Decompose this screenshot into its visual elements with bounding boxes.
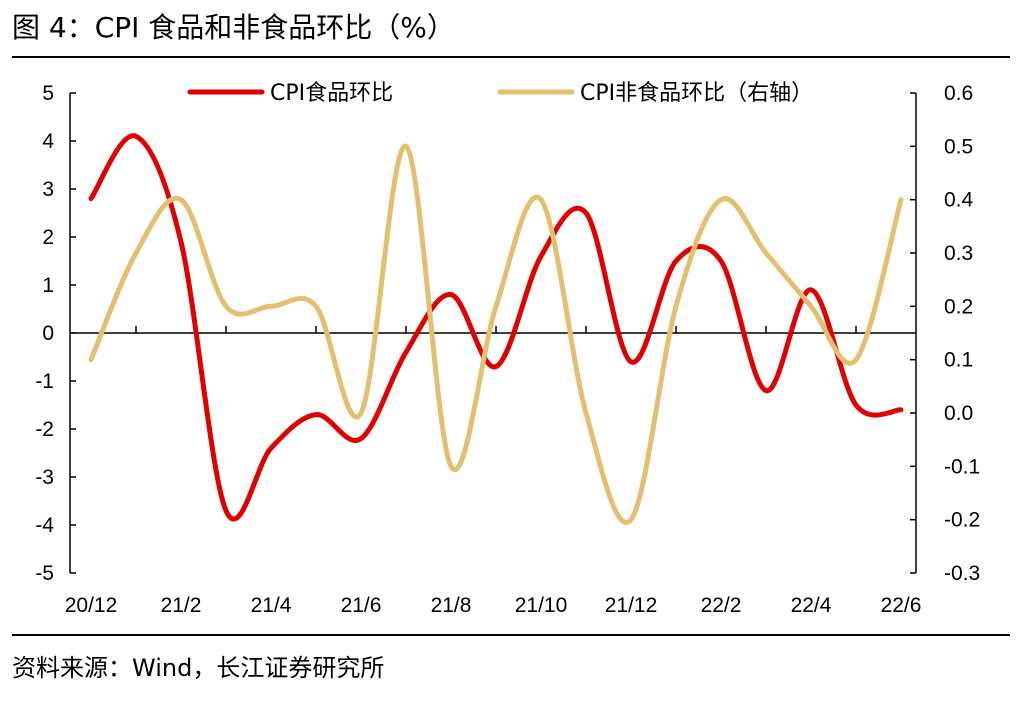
legend-item-food: CPI食品环比 (187, 81, 393, 106)
left-axis-tick-label: 5 (42, 82, 54, 105)
zero-line-group (70, 326, 916, 334)
x-axis-tick-label: 22/2 (701, 594, 742, 617)
left-axis-tick-label: -4 (35, 514, 54, 537)
x-axis-tick-label: 21/2 (161, 594, 202, 617)
left-axis-tick-label: 2 (42, 226, 54, 249)
right-axis-tick-label: 0.1 (944, 349, 973, 372)
x-axis-tick-label: 21/6 (341, 594, 382, 617)
chart-title: 图 4：CPI 食品和非食品环比（%） (12, 11, 455, 44)
x-axis-tick-label: 22/4 (791, 594, 832, 617)
right-axis-tick-label: 0.3 (944, 242, 973, 265)
left-axis-tick-label: -3 (35, 466, 54, 489)
left-axis-tick-label: 1 (42, 274, 54, 297)
left-axis-tick-label: 4 (42, 130, 54, 153)
left-axis-tick-label: 0 (42, 322, 54, 345)
right-axis-tick-label: -0.3 (944, 562, 980, 585)
right-axis-tick-label: -0.2 (944, 509, 980, 532)
top-rule (12, 56, 1010, 58)
x-axis-tick-label: 21/4 (251, 594, 292, 617)
source-note: 资料来源：Wind，长江证券研究所 (12, 654, 385, 682)
x-axis-tick-label: 22/6 (881, 594, 922, 617)
left-axis-tick-label: -2 (35, 418, 54, 441)
axes: 5 4 3 2 1 0 -1 -2 -3 -4 -5 0.6 0.5 0.4 0.3 0.2 0.1 0.0 -0.… (35, 82, 980, 617)
right-axis-tick-label: 0.4 (944, 189, 974, 212)
right-axis-tick-label: 0.6 (944, 82, 973, 105)
x-axis-tick-label: 20/12 (65, 594, 118, 617)
series-line-nonfood (88, 143, 904, 525)
right-axis-tick-label: -0.1 (944, 455, 980, 478)
legend-label: CPI食品环比 (270, 81, 393, 106)
left-axis-tick-label: 3 (42, 178, 54, 201)
legend-item-nonfood: CPI非食品环比（右轴） (497, 81, 813, 106)
legend: CPI食品环比 CPI非食品环比（右轴） (187, 81, 813, 106)
x-axis-tick-label: 21/10 (515, 594, 568, 617)
right-axis-tick-label: 0.2 (944, 295, 973, 318)
left-axis-tick-label: -5 (35, 562, 54, 585)
bottom-rule (12, 634, 1010, 636)
left-axis-tick-label: -1 (35, 370, 54, 393)
series-lines (88, 133, 904, 525)
right-axis-tick-label: 0.5 (944, 135, 973, 158)
legend-label: CPI非食品环比（右轴） (580, 81, 813, 106)
x-axis-tick-label: 21/8 (431, 594, 472, 617)
x-axis-tick-label: 21/12 (605, 594, 658, 617)
series-line-food (88, 133, 904, 522)
right-axis-tick-label: 0.0 (944, 402, 973, 425)
